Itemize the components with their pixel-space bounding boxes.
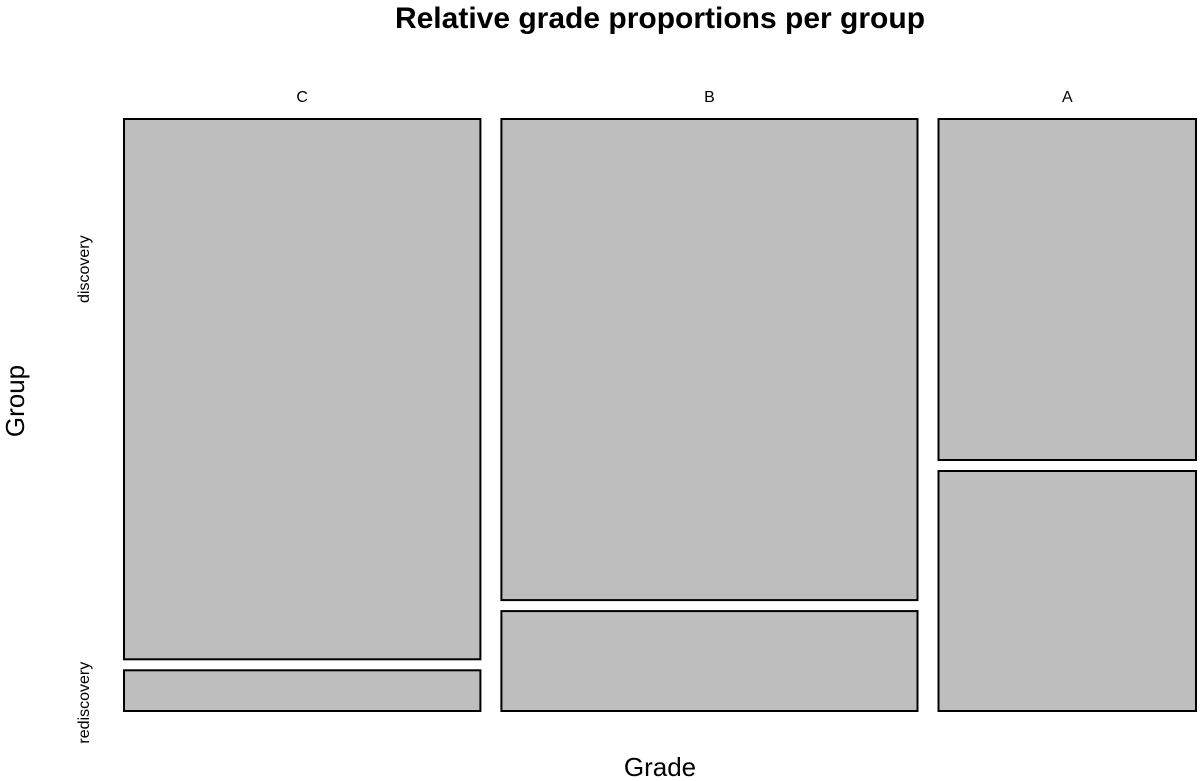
tile-B-rediscovery: [500, 610, 919, 712]
x-tick-label-C: C: [296, 89, 308, 106]
y-tick-label-rediscovery: rediscovery: [76, 662, 93, 744]
tile-B-discovery: [500, 118, 919, 602]
tile-A-discovery: [937, 118, 1197, 461]
x-tick-label-A: A: [1062, 89, 1073, 106]
x-axis-title: Grade: [624, 752, 696, 781]
mosaic-tiles: [123, 118, 1197, 712]
y-tick-labels: discovery rediscovery: [76, 235, 93, 743]
chart-title: Relative grade proportions per group: [395, 2, 925, 35]
tile-A-rediscovery: [937, 470, 1197, 712]
x-tick-label-B: B: [704, 89, 715, 106]
y-tick-label-discovery: discovery: [76, 235, 93, 303]
tile-C-rediscovery: [123, 669, 482, 712]
tile-C-discovery: [123, 118, 482, 661]
y-axis-title: Group: [0, 365, 30, 437]
